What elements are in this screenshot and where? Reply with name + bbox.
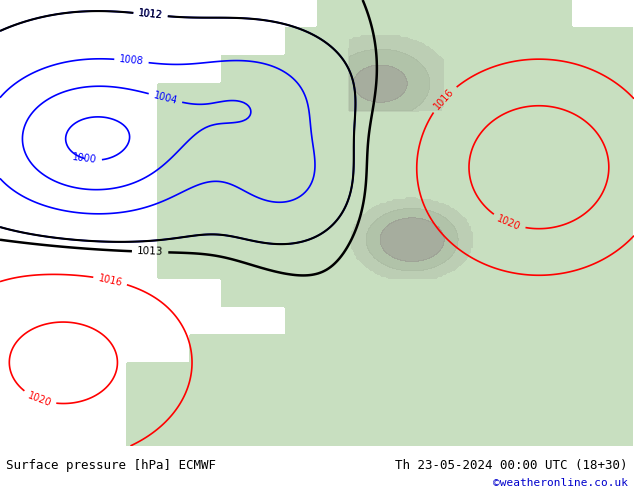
Text: 1020: 1020 (496, 213, 522, 232)
Text: 1016: 1016 (97, 273, 123, 288)
Text: 1008: 1008 (119, 54, 144, 67)
Text: Th 23-05-2024 00:00 UTC (18+30): Th 23-05-2024 00:00 UTC (18+30) (395, 459, 628, 472)
Text: Surface pressure [hPa] ECMWF: Surface pressure [hPa] ECMWF (6, 459, 216, 472)
Text: 1012: 1012 (138, 8, 164, 21)
Text: 1013: 1013 (137, 246, 164, 257)
Text: 1020: 1020 (26, 390, 53, 408)
Text: 1004: 1004 (152, 90, 179, 106)
Text: 1016: 1016 (432, 86, 456, 111)
Text: 1000: 1000 (72, 152, 98, 165)
Text: 1012: 1012 (138, 8, 164, 21)
Text: ©weatheronline.co.uk: ©weatheronline.co.uk (493, 478, 628, 488)
